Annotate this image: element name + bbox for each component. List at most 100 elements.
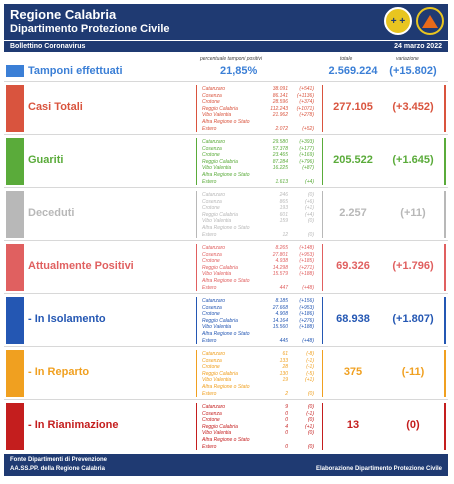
province-name: Vibo Valentia — [202, 430, 232, 437]
province-name: Crotone — [202, 152, 220, 159]
province-name: Reggio Calabria — [202, 370, 238, 377]
province-value: 0 — [285, 443, 288, 450]
section-row: - In Reparto Catanzaro 61 (-8) Cosenza 133 (-1… — [4, 348, 448, 399]
section-label: - In Isolamento — [28, 313, 106, 325]
province-delta: (+185) — [299, 258, 314, 265]
province-name: Catanzaro — [202, 192, 226, 198]
province-value: 28 — [282, 364, 288, 371]
province-delta: (+177) — [299, 145, 314, 152]
province-name: Reggio Calabria — [202, 105, 238, 112]
province-name: Cosenza — [202, 198, 222, 205]
province-name: Cosenza — [202, 304, 222, 311]
province-delta: (+6) — [304, 198, 314, 205]
section-row: Guariti Catanzaro 29.580 (+393) Cosenza 57.37… — [4, 136, 448, 187]
province-delta: (+278) — [299, 112, 314, 119]
province-name: Vibo Valentia — [202, 165, 232, 172]
province-row: Vibo Valentia 15.560 (+188) — [202, 324, 314, 331]
province-value: 0 — [285, 417, 288, 424]
province-value: 21.962 — [272, 112, 288, 119]
province-row: Reggio Calabria 14.298 (+271) — [202, 265, 314, 272]
province-row: Cosenza 57.378 (+177) — [202, 146, 314, 153]
province-name: Crotone — [202, 205, 220, 212]
section-divider — [196, 403, 197, 450]
province-name: Altra Regione o Stato Estero — [202, 436, 250, 450]
province-row: Reggio Calabria 87.284 (+796) — [202, 159, 314, 166]
province-row: Altra Regione o Stato Estero 12 (0) — [202, 225, 314, 238]
province-value: 4 — [285, 423, 288, 430]
province-value: 159 — [279, 218, 288, 225]
province-name: Catanzaro — [202, 404, 226, 410]
province-row: Cosenza 27.801 (+953) — [202, 252, 314, 259]
province-value: 246 — [279, 192, 288, 198]
province-delta: (0) — [307, 443, 314, 450]
province-row: Vibo Valentia 19 (+1) — [202, 377, 314, 384]
footer-credit: Elaborazione Dipartimento Protezione Civ… — [315, 466, 442, 472]
section-color-bar — [6, 85, 24, 132]
section-row: - In Rianimazione Catanzaro 9 (0) Cosenza 0 (-… — [4, 401, 448, 452]
section-color-bar — [6, 191, 24, 238]
province-row: Reggio Calabria 14.164 (+276) — [202, 318, 314, 325]
section-variation: (+1.645) — [392, 154, 434, 166]
province-value: 193 — [279, 205, 288, 212]
province-name: Crotone — [202, 364, 220, 371]
province-row: Altra Regione o Stato Estero 445 (+48) — [202, 331, 314, 344]
bulletin-bar: Bollettino Coronavirus 24 marzo 2022 — [4, 41, 448, 52]
province-list: Catanzaro 61 (-8) Cosenza 133 (-1) Crotone 28 (-… — [202, 351, 314, 397]
bulletin-date: 24 marzo 2022 — [394, 43, 442, 50]
province-name: Altra Regione o Stato Estero — [202, 118, 250, 132]
province-list: Catanzaro 8.185 (+156) Cosenza 27.668 (+953) C… — [202, 298, 314, 344]
header-banner: Regione Calabria Dipartimento Protezione… — [4, 4, 448, 40]
section-divider — [322, 244, 323, 291]
protezione-civile-logo-icon — [416, 7, 444, 35]
row-separator — [4, 134, 448, 135]
province-delta: (+188) — [299, 271, 314, 278]
province-name: Catanzaro — [202, 298, 226, 304]
section-row: Deceduti Catanzaro 246 (0) Cosenza 865 (+6) Cro… — [4, 189, 448, 240]
province-delta: (+87) — [302, 165, 314, 172]
province-list: Catanzaro 38.091 (+541) Cosenza 86.141 (+1136… — [202, 86, 314, 132]
section-total: 2.257 — [339, 207, 367, 219]
province-value: 12 — [282, 231, 288, 238]
province-value: 0 — [285, 410, 288, 417]
province-delta: (0) — [307, 430, 314, 437]
province-list: Catanzaro 246 (0) Cosenza 865 (+6) Crotone 193 (… — [202, 192, 314, 238]
province-value: 14.164 — [272, 317, 288, 324]
province-value: 14.298 — [272, 264, 288, 271]
province-name: Catanzaro — [202, 245, 226, 251]
province-row: Vibo Valentia 15.579 (+188) — [202, 271, 314, 278]
province-value: 27.801 — [272, 251, 288, 258]
section-divider — [322, 297, 323, 344]
province-delta: (0) — [307, 218, 314, 225]
province-row: Catanzaro 8.185 (+156) — [202, 298, 314, 305]
province-delta: (+4) — [304, 178, 314, 185]
section-color-bar — [6, 350, 24, 397]
province-name: Crotone — [202, 311, 220, 318]
province-value: 15.579 — [272, 271, 288, 278]
province-row: Crotone 193 (+1) — [202, 205, 314, 212]
province-name: Vibo Valentia — [202, 377, 232, 384]
province-row: Crotone 0 (0) — [202, 417, 314, 424]
province-name: Catanzaro — [202, 139, 226, 145]
province-value: 29.580 — [272, 139, 288, 145]
section-edge — [444, 85, 446, 132]
section-variation: (+11) — [400, 207, 426, 219]
province-list: Catanzaro 29.580 (+393) Cosenza 57.378 (+177)… — [202, 139, 314, 185]
section-color-bar — [6, 138, 24, 185]
province-delta: (0) — [307, 192, 314, 198]
section-divider — [322, 138, 323, 185]
province-name: Cosenza — [202, 145, 222, 152]
province-delta: (+271) — [299, 264, 314, 271]
section-label: Casi Totali — [28, 101, 83, 113]
province-name: Vibo Valentia — [202, 271, 232, 278]
province-delta: (+186) — [299, 311, 314, 318]
footer-source: Fonte Dipartimenti di Prevenzione — [10, 457, 108, 463]
column-header-totale: totale — [340, 56, 353, 62]
province-value: 38.091 — [272, 86, 288, 92]
section-row: Attualmente Positivi Catanzaro 8.265 (+148)… — [4, 242, 448, 293]
province-row: Cosenza 27.668 (+953) — [202, 305, 314, 312]
province-row: Crotone 28.596 (+374) — [202, 99, 314, 106]
section-row: - In Isolamento Catanzaro 8.185 (+156) Cosen… — [4, 295, 448, 346]
province-delta: (+169) — [299, 152, 314, 159]
province-row: Crotone 23.465 (+169) — [202, 152, 314, 159]
province-name: Crotone — [202, 99, 220, 106]
